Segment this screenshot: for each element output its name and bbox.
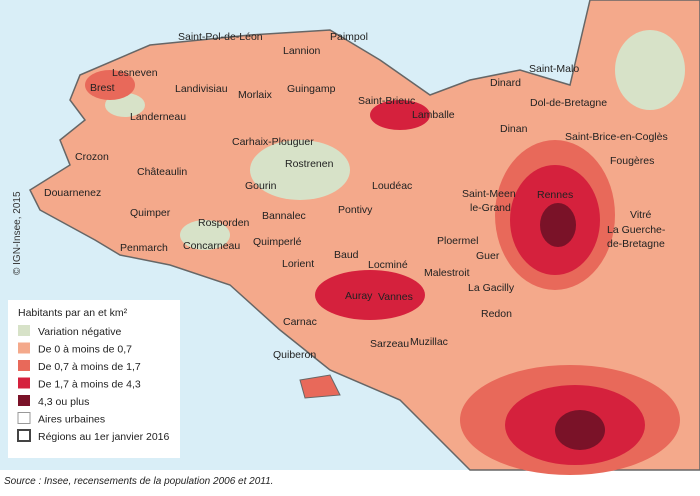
place-label: Quiberon [273,349,316,361]
legend-swatch [18,377,30,389]
place-label: Lamballe [412,109,455,121]
source: Source : Insee, recensements de la popul… [4,476,273,487]
island [299,374,341,399]
zone-high [315,270,425,320]
legend-label: De 1,7 à moins de 4,3 [38,379,141,391]
place-label: Ploermel [437,235,478,247]
zone-negative [180,220,230,250]
place-label: Vannes [378,291,413,303]
place-label: Locminé [368,259,408,271]
place-label: Lannion [283,45,321,57]
legend-label: Régions au 1er janvier 2016 [38,431,169,443]
place-label: Quimperlé [253,236,302,248]
place-label: Dinard [490,77,521,89]
place-label: Carnac [283,316,317,328]
land [29,0,700,471]
place-label: Carhaix-Plouguer [232,136,314,148]
legend-title: Habitants par an et km² [18,307,128,319]
legend-label: Aires urbaines [38,414,105,426]
place-label: Saint-Brieuc [358,95,415,107]
legend-swatch [18,325,30,336]
place-label: Dinan [500,123,528,135]
place-label: Rostrenen [285,158,334,170]
place-label: Bannalec [262,210,306,222]
place-label: Saint-Meen [462,188,516,200]
place-label: Douarnenez [44,187,101,199]
zone-negative [250,140,350,200]
legend-swatch [17,429,31,442]
place-label: Rosporden [198,217,250,229]
place-label: Crozon [75,151,109,163]
place-label: Dol-de-Bretagne [530,97,607,109]
copyright: © IGN-Insee, 2015 [12,191,23,275]
place-label: Guingamp [287,83,336,95]
place-label: Guer [476,250,500,262]
place-label: La Gacilly [468,282,515,294]
place-label: Landerneau [130,111,186,123]
zone-high [370,100,430,130]
zone-negative [615,30,685,110]
place-label: Pontivy [338,204,373,216]
place-label: Sarzeau [370,338,409,350]
place-label: Redon [481,308,512,320]
zone-max [540,203,576,247]
legend-box [8,300,180,458]
place-label: Penmarch [120,242,168,254]
legend-swatch [18,395,30,406]
place-label: Rennes [537,189,573,201]
place-label: La Guerche- [607,224,666,236]
legend-label: 4,3 ou plus [38,396,89,408]
legend-swatch [17,412,31,424]
place-label: Landivisiau [175,83,228,95]
place-label: Concarneau [183,240,240,252]
zone-mid [85,70,135,100]
place-label: Châteaulin [137,166,187,178]
place-label: Saint-Malo [529,63,579,75]
place-label: Vitré [630,209,652,221]
place-label: Lesneven [112,67,158,79]
legend-swatch [18,360,30,371]
place-label: Brest [90,82,115,94]
legend-swatch [18,342,30,354]
legend-label: De 0 à moins de 0,7 [38,344,132,356]
legend-label: De 0,7 à moins de 1,7 [38,361,141,373]
place-label: Paimpol [330,31,368,43]
place-label: Lorient [282,258,314,270]
place-label: le-Grand [470,202,511,214]
place-label: Muzillac [410,336,448,348]
place-label: Malestroit [424,267,470,279]
place-label: Gourin [245,180,277,192]
place-label: Baud [334,249,359,261]
zone-max [555,410,605,450]
place-label: Saint-Brice-en-Coglès [565,131,668,143]
place-label: Morlaix [238,89,273,101]
legend-label: Variation négative [38,326,121,338]
place-label: Fougères [610,155,654,167]
place-label: Quimper [130,207,171,219]
place-label: Saint-Pol-de-Léon [178,31,263,43]
place-label: Auray [345,290,373,302]
place-label: Loudéac [372,180,412,192]
place-label: de-Bretagne [607,238,665,250]
